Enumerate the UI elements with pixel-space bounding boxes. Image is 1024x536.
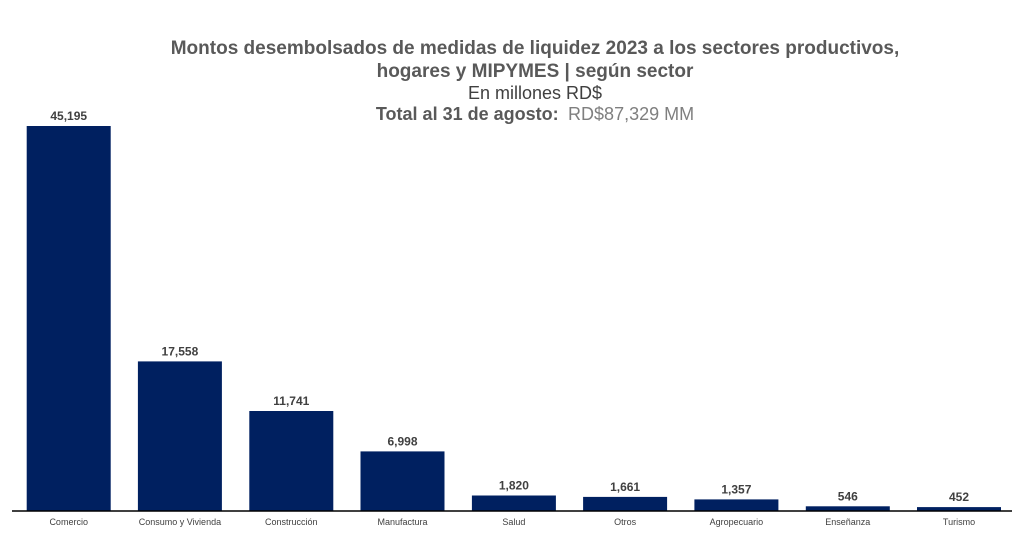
data-label-7: 546 bbox=[838, 489, 858, 503]
bar-3 bbox=[360, 451, 445, 511]
data-label-3: 6,998 bbox=[387, 434, 417, 448]
category-label-3: Manufactura bbox=[377, 517, 427, 527]
category-label-7: Enseñanza bbox=[825, 517, 870, 527]
category-label-1: Consumo y Vivienda bbox=[139, 517, 221, 527]
category-label-6: Agropecuario bbox=[710, 517, 764, 527]
bar-8 bbox=[917, 507, 1001, 511]
bar-0 bbox=[26, 126, 111, 511]
bar-4 bbox=[471, 495, 556, 511]
data-label-5: 1,661 bbox=[610, 480, 640, 494]
data-labels: 45,195 17,558 11,741 6,998 1,820 1,661 1,357 54… bbox=[50, 109, 969, 504]
bar-7 bbox=[805, 506, 890, 511]
bars bbox=[26, 126, 1001, 511]
category-label-0: Comercio bbox=[49, 517, 88, 527]
category-labels: Comercio Consumo y Vivienda Construcción Ma… bbox=[49, 517, 975, 527]
category-label-8: Turismo bbox=[943, 517, 975, 527]
chart-total: Total al 31 de agosto: RD$87,329 MM bbox=[376, 104, 694, 124]
chart-title-line-1: Montos desembolsados de medidas de liqui… bbox=[171, 38, 900, 59]
data-label-6: 1,357 bbox=[721, 482, 751, 496]
chart-total-value: RD$87,329 MM bbox=[568, 104, 694, 124]
bar-1 bbox=[137, 361, 222, 511]
data-label-8: 452 bbox=[949, 490, 969, 504]
bar-2 bbox=[249, 411, 334, 511]
data-label-0: 45,195 bbox=[50, 109, 87, 123]
chart-subtitle: En millones RD$ bbox=[468, 83, 602, 103]
bar-5 bbox=[583, 496, 668, 511]
category-label-4: Salud bbox=[502, 517, 525, 527]
data-label-2: 11,741 bbox=[273, 394, 309, 408]
data-label-1: 17,558 bbox=[162, 344, 199, 358]
data-label-4: 1,820 bbox=[499, 479, 529, 493]
chart-title-line-2: hogares y MIPYMES | según sector bbox=[377, 61, 694, 82]
bar-6 bbox=[694, 499, 779, 511]
category-label-5: Otros bbox=[614, 517, 637, 527]
chart-total-label: Total al 31 de agosto: bbox=[376, 104, 559, 124]
category-label-2: Construcción bbox=[265, 517, 318, 527]
